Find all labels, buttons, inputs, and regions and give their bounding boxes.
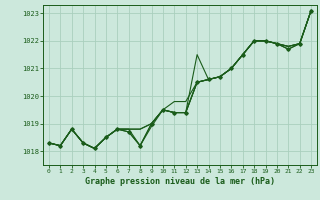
X-axis label: Graphe pression niveau de la mer (hPa): Graphe pression niveau de la mer (hPa) <box>85 177 275 186</box>
